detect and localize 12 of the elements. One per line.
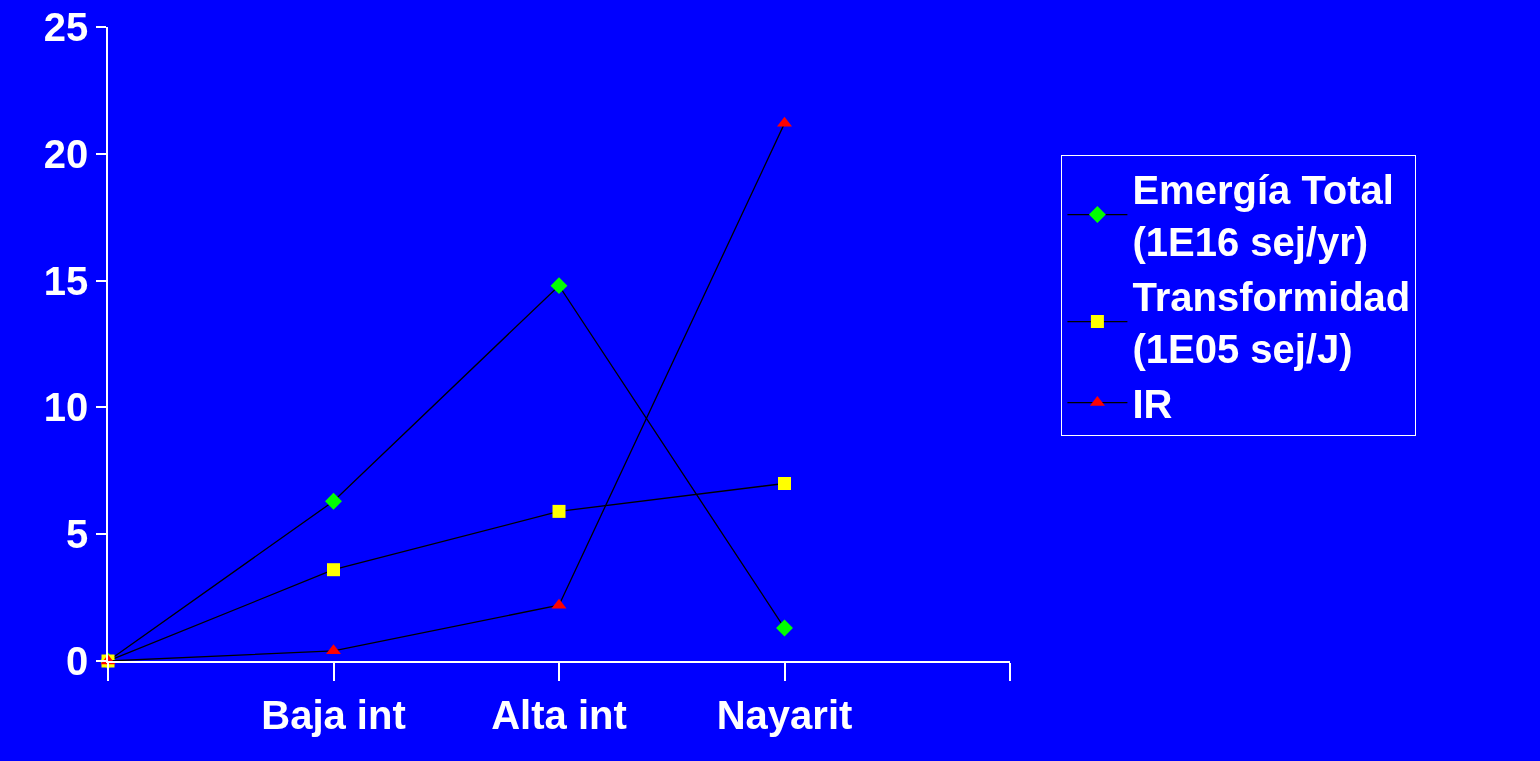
y-tick-label: 5 xyxy=(66,512,89,557)
x-tick-label: Baja int xyxy=(261,692,406,737)
x-tick-label: Alta int xyxy=(491,692,627,737)
legend-label: IR xyxy=(1132,382,1173,427)
y-tick-label: 25 xyxy=(43,5,89,49)
y-tick-label: 15 xyxy=(43,258,89,303)
legend-label: Emergía Total (1E16 sej/yr) xyxy=(1132,168,1394,265)
x-tick-label: Nayarit xyxy=(716,692,853,737)
y-tick-label: 0 xyxy=(66,639,89,683)
y-tick-label: 10 xyxy=(43,385,89,430)
y-tick-label: 20 xyxy=(43,131,89,176)
legend-label: Transformidad (1E05 sej/J) xyxy=(1132,275,1411,372)
